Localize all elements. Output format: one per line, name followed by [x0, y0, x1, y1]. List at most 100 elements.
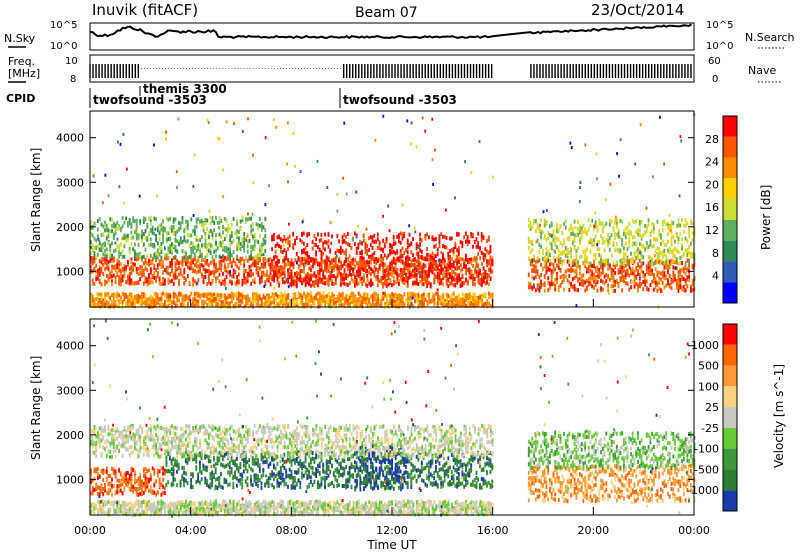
range-cell: [164, 252, 166, 257]
range-cell: [352, 279, 355, 284]
range-cell: [148, 231, 150, 236]
range-cell: [479, 278, 481, 283]
range-cell: [172, 297, 175, 302]
range-cell: [141, 292, 143, 297]
range-cell: [193, 269, 196, 274]
range-cell: [470, 232, 473, 237]
range-cell: [486, 273, 488, 278]
range-cell: [419, 261, 422, 266]
range-cell: [125, 280, 127, 285]
range-cell: [153, 252, 156, 257]
range-cell: [349, 281, 351, 286]
range-cell: [267, 278, 270, 283]
range-cell: [607, 233, 609, 238]
range-cell: [118, 293, 120, 298]
range-cell: [313, 295, 316, 300]
range-cell: [273, 237, 275, 242]
range-cell: [128, 221, 131, 226]
range-cell: [146, 224, 149, 229]
range-cell: [296, 275, 298, 280]
range-cell: [444, 270, 446, 274]
range-cell: [236, 242, 238, 247]
range-cell: [109, 243, 112, 248]
range-cell: [417, 258, 420, 263]
range-cell: [225, 246, 228, 250]
range-cell: [343, 271, 346, 276]
range-cell: [573, 219, 576, 224]
range-cell: [527, 245, 530, 250]
range-cell: [491, 292, 494, 297]
range-cell: [557, 265, 560, 270]
range-cell: [431, 256, 434, 260]
range-cell: [155, 275, 157, 280]
range-cell: [642, 270, 645, 275]
range-cell: [633, 259, 636, 264]
range-cell: [171, 245, 173, 250]
range-cell: [389, 294, 392, 299]
range-cell: [253, 247, 256, 252]
range-cell: [384, 281, 386, 286]
range-cell: [568, 259, 571, 264]
range-cell: [149, 299, 152, 304]
range-cell: [202, 264, 205, 269]
range-cell: [549, 224, 551, 229]
range-cell: [566, 252, 569, 257]
range-cell: [162, 219, 164, 224]
range-cell: [155, 251, 157, 256]
range-cell: [449, 249, 451, 254]
range-cell: [102, 224, 105, 229]
range-cell: [102, 262, 105, 267]
range-cell: [98, 278, 101, 283]
range-cell: [315, 243, 317, 247]
range-cell: [211, 219, 214, 224]
range-cell: [245, 269, 247, 273]
range-cell: [93, 281, 96, 286]
range-cell: [331, 234, 333, 239]
range-cell: [363, 264, 365, 269]
range-cell: [105, 254, 108, 259]
range-cell: [274, 244, 277, 248]
range-cell: [443, 234, 446, 239]
range-cell: [339, 248, 342, 253]
range-cell: [672, 279, 675, 284]
range-cell: [475, 273, 478, 278]
range-cell: [144, 217, 147, 222]
range-cell: [303, 276, 305, 281]
range-cell: [600, 288, 602, 293]
range-cell: [542, 230, 544, 235]
range-cell: [435, 303, 438, 308]
range-cell: [644, 273, 646, 277]
range-cell: [422, 262, 425, 267]
range-cell: [324, 259, 327, 264]
range-cell: [181, 219, 184, 224]
range-cell: [149, 267, 152, 272]
range-cell: [557, 262, 560, 267]
range-cell: [292, 245, 295, 250]
range-cell: [593, 253, 595, 258]
range-cell: [132, 235, 135, 240]
range-cell: [408, 263, 411, 268]
range-cell: [394, 304, 397, 309]
range-cell: [278, 244, 280, 249]
range-cell: [324, 232, 326, 237]
range-cell: [174, 248, 177, 253]
range-cell: [445, 272, 448, 277]
range-cell: [580, 275, 583, 280]
range-cell: [341, 276, 344, 281]
range-cell: [151, 296, 154, 301]
range-cell: [246, 279, 249, 284]
range-cell: [570, 232, 572, 236]
range-cell: [167, 277, 170, 282]
range-cell: [245, 303, 247, 308]
range-cell: [202, 279, 205, 284]
range-cell: [104, 253, 106, 258]
range-cell: [209, 271, 212, 276]
range-cell: [116, 291, 119, 296]
range-cell: [428, 235, 430, 240]
range-cell: [227, 251, 230, 256]
range-cell: [536, 272, 539, 276]
range-cell: [172, 225, 175, 229]
range-cell: [422, 256, 425, 261]
range-cell: [178, 298, 180, 303]
range-cell: [262, 303, 265, 308]
